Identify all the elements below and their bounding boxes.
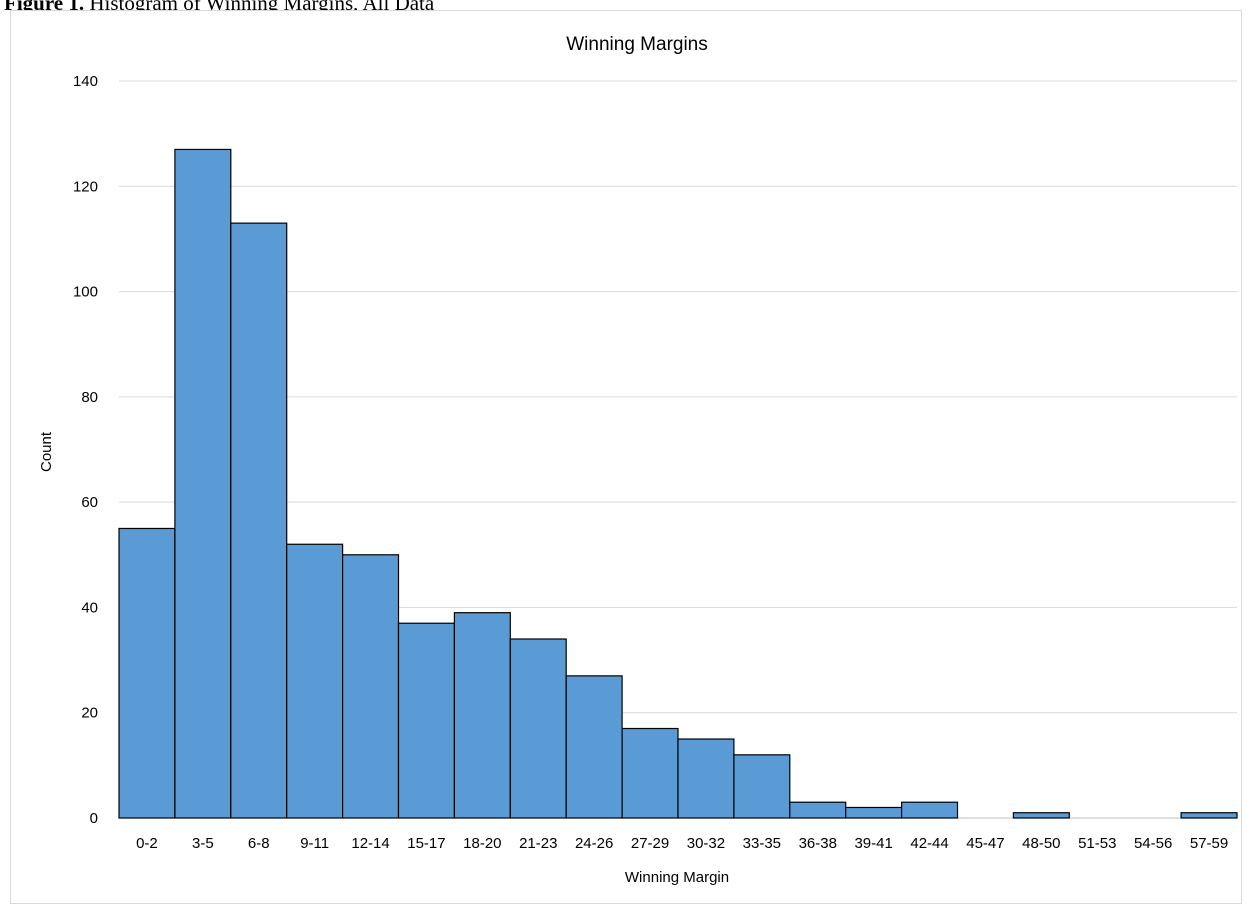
y-tick-label: 20 bbox=[81, 705, 98, 722]
histogram-bar bbox=[677, 738, 735, 819]
histogram-bar bbox=[453, 612, 511, 819]
histogram-bar bbox=[286, 543, 344, 819]
bars bbox=[118, 148, 1238, 819]
histogram-bar bbox=[845, 806, 903, 819]
x-tick-label: 33-35 bbox=[743, 835, 781, 852]
histogram-bar bbox=[621, 727, 679, 819]
histogram-bar bbox=[1012, 812, 1070, 819]
y-tick-label: 120 bbox=[73, 178, 98, 195]
y-axis-title: Count bbox=[38, 431, 55, 472]
x-tick-label: 0-2 bbox=[136, 835, 158, 852]
x-tick-label: 36-38 bbox=[799, 835, 837, 852]
figure-caption: Figure 1. Histogram of Winning Margins, … bbox=[4, 0, 434, 13]
histogram-bar bbox=[118, 527, 176, 819]
x-tick-label: 24-26 bbox=[575, 835, 613, 852]
x-tick-label: 6-8 bbox=[248, 835, 270, 852]
x-tick-label: 30-32 bbox=[687, 835, 725, 852]
y-tick-label: 140 bbox=[73, 73, 98, 90]
y-tick-label: 60 bbox=[81, 494, 98, 511]
y-tick-labels: 0 20 40 60 80 100 120 140 bbox=[73, 73, 98, 827]
x-tick-label: 15-17 bbox=[407, 835, 445, 852]
histogram-bar bbox=[565, 675, 623, 819]
histogram-bar bbox=[789, 801, 847, 819]
y-tick-label: 0 bbox=[90, 810, 98, 827]
histogram-bar bbox=[509, 638, 567, 819]
x-tick-label: 51-53 bbox=[1078, 835, 1116, 852]
chart-title: Winning Margins bbox=[566, 34, 708, 55]
histogram-bar bbox=[1180, 812, 1238, 819]
y-tick-label: 80 bbox=[81, 389, 98, 406]
histogram-bar bbox=[342, 554, 400, 819]
histogram-bar bbox=[900, 801, 959, 819]
y-tick-label: 100 bbox=[73, 284, 98, 301]
x-tick-label: 57-59 bbox=[1190, 835, 1228, 852]
histogram-bar bbox=[230, 222, 288, 819]
x-tick-label: 12-14 bbox=[351, 835, 389, 852]
x-tick-label: 9-11 bbox=[300, 835, 329, 852]
histogram-bar bbox=[397, 622, 456, 819]
x-tick-label: 45-47 bbox=[966, 835, 1004, 852]
figure-caption-text: Histogram of Winning Margins, All Data bbox=[89, 0, 435, 13]
histogram-bar bbox=[733, 754, 791, 819]
x-tick-label: 27-29 bbox=[631, 835, 669, 852]
x-tick-label: 54-56 bbox=[1134, 835, 1172, 852]
histogram-bar bbox=[174, 148, 232, 819]
x-tick-label: 39-41 bbox=[854, 835, 892, 852]
x-tick-label: 48-50 bbox=[1022, 835, 1060, 852]
y-tick-label: 40 bbox=[81, 599, 98, 616]
figure-label: Figure 1. bbox=[4, 0, 85, 13]
x-tick-label: 21-23 bbox=[519, 835, 557, 852]
x-tick-labels: 0-2 3-5 6-8 9-11 12-14 15-17 18-20 21-23 24-26 27… bbox=[136, 835, 1228, 852]
x-axis-title: Winning Margin bbox=[625, 869, 729, 886]
x-tick-label: 3-5 bbox=[192, 835, 214, 852]
x-tick-label: 42-44 bbox=[910, 835, 948, 852]
x-tick-label: 18-20 bbox=[463, 835, 501, 852]
